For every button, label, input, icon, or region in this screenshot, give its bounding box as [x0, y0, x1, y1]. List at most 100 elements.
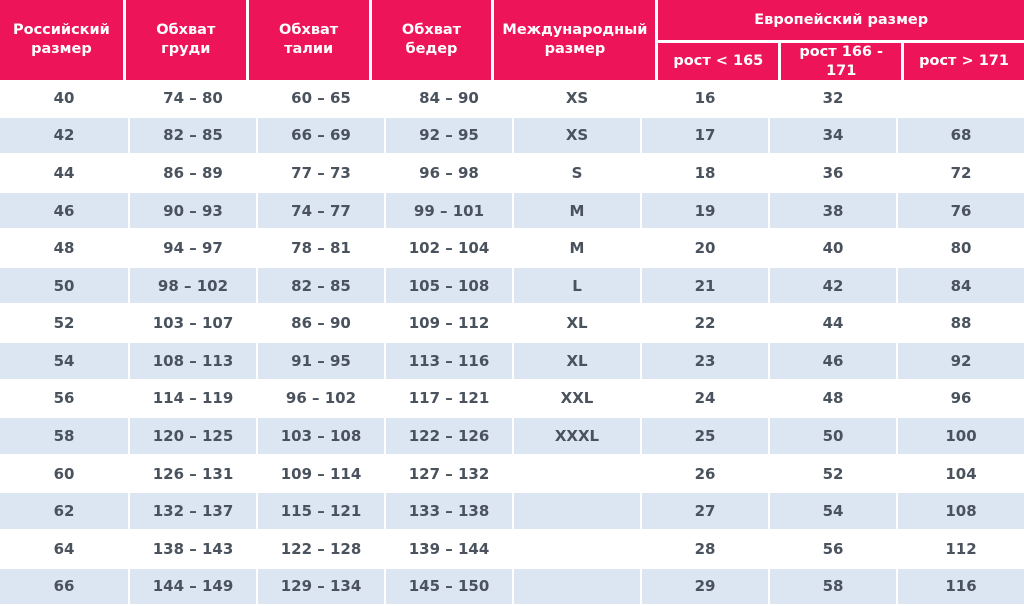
table-cell: 99 – 101 [384, 192, 512, 229]
table-cell: L [512, 267, 640, 304]
table-cell: 86 – 90 [256, 305, 384, 342]
table-cell: 126 – 131 [128, 455, 256, 492]
table-cell: 127 – 132 [384, 455, 512, 492]
table-cell: 77 – 73 [256, 155, 384, 191]
table-cell: 22 [640, 305, 768, 342]
table-cell: 132 – 137 [128, 493, 256, 529]
table-cell: 56 [768, 530, 896, 567]
header-height-gt-171: рост > 171 [901, 40, 1024, 80]
table-cell: 78 – 81 [256, 230, 384, 266]
table-cell: 92 – 95 [384, 117, 512, 154]
table-cell: 82 – 85 [128, 117, 256, 154]
table-cell: 72 [896, 155, 1024, 191]
table-cell: 52 [768, 455, 896, 492]
table-cell: 21 [640, 267, 768, 304]
table-cell: XS [512, 117, 640, 154]
table-cell: 96 – 102 [256, 380, 384, 417]
header-hips: Обхват бедер [368, 0, 492, 80]
table-cell [512, 455, 640, 492]
table-cell: 42 [53, 126, 75, 145]
table-cell: 103 – 107 [128, 305, 256, 342]
table-cell: 108 [896, 493, 1024, 529]
header-international-size: Международный размер [491, 0, 655, 80]
table-cell: 105 – 108 [384, 267, 512, 304]
table-cell: 96 [896, 380, 1024, 417]
table-cell: 113 – 116 [384, 343, 512, 379]
table-cell: 56 [53, 389, 75, 408]
header-european-size: Европейский размер [655, 0, 1024, 40]
table-cell [512, 568, 640, 605]
table-cell: 46 [53, 201, 75, 220]
table-cell: 138 – 143 [128, 530, 256, 567]
table-cell: 129 – 134 [256, 568, 384, 605]
table-cell: 76 [896, 192, 1024, 229]
table-cell: 44 [768, 305, 896, 342]
table-cell: 32 [768, 80, 896, 116]
table-cell: 133 – 138 [384, 493, 512, 529]
table-cell: XS [512, 80, 640, 116]
table-cell: 109 – 112 [384, 305, 512, 342]
table-cell: 27 [640, 493, 768, 529]
table-cell: 18 [640, 155, 768, 191]
table-cell: 74 – 77 [256, 192, 384, 229]
table-cell: 60 – 65 [256, 80, 384, 116]
table-cell: 50 [53, 276, 75, 295]
table-cell: 58 [768, 568, 896, 605]
table-cell: 84 – 90 [384, 80, 512, 116]
table-row: 52 103 – 107 86 – 90 109 – 112 XL 22 44 88 [0, 305, 1024, 342]
table-cell: 116 [896, 568, 1024, 605]
table-cell: 40 [768, 230, 896, 266]
table-row: 46 90 – 93 74 – 77 99 – 101 M 19 38 76 [0, 190, 1024, 231]
table-cell: 66 – 69 [256, 117, 384, 154]
table-cell: 108 – 113 [128, 343, 256, 379]
table-cell: 74 – 80 [128, 80, 256, 116]
table-cell: 115 – 121 [256, 493, 384, 529]
table-cell: XXL [512, 380, 640, 417]
table-cell: 46 [768, 343, 896, 379]
table-cell: 103 – 108 [256, 418, 384, 454]
table-row: 60 126 – 131 109 – 114 127 – 132 26 52 104 [0, 455, 1024, 492]
table-cell: 114 – 119 [128, 380, 256, 417]
table-cell: 34 [768, 117, 896, 154]
table-cell: 44 [53, 163, 75, 182]
table-row: 66 144 – 149 129 – 134 145 – 150 29 58 116 [0, 566, 1024, 606]
table-cell: 36 [768, 155, 896, 191]
table-cell: 90 – 93 [128, 192, 256, 229]
table-cell: 26 [640, 455, 768, 492]
table-row: 42 82 – 85 66 – 69 92 – 95 XS 17 34 68 [0, 115, 1024, 156]
table-cell: 102 – 104 [384, 230, 512, 266]
table-cell: 16 [640, 80, 768, 116]
table-row: 40 74 – 80 60 – 65 84 – 90 XS 16 32 [0, 80, 1024, 116]
table-cell: 40 [53, 88, 75, 107]
table-cell: 58 [53, 426, 75, 445]
header-height-166-171: рост 166 - 171 [778, 40, 902, 80]
table-cell: 145 – 150 [384, 568, 512, 605]
table-cell: 54 [768, 493, 896, 529]
header-chest: Обхват груди [122, 0, 246, 80]
table-cell: 94 – 97 [128, 230, 256, 266]
table-row: 44 86 – 89 77 – 73 96 – 98 S 18 36 72 [0, 155, 1024, 191]
table-cell: 86 – 89 [128, 155, 256, 191]
table-cell: 91 – 95 [256, 343, 384, 379]
table-cell: 64 [53, 539, 75, 558]
table-cell: 19 [640, 192, 768, 229]
table-cell: 122 – 126 [384, 418, 512, 454]
table-cell: XXXL [512, 418, 640, 454]
table-cell: 66 [53, 577, 75, 596]
table-header: Российский размер Обхват груди Обхват та… [0, 0, 1024, 80]
table-row: 64 138 – 143 122 – 128 139 – 144 28 56 112 [0, 530, 1024, 567]
table-body: 40 74 – 80 60 – 65 84 – 90 XS 16 32 42 82 – 85 66… [0, 80, 1024, 606]
table-cell: 20 [640, 230, 768, 266]
table-cell: 52 [53, 314, 75, 333]
table-row: 62 132 – 137 115 – 121 133 – 138 27 54 108 [0, 491, 1024, 531]
table-cell: M [512, 230, 640, 266]
table-row: 50 98 – 102 82 – 85 105 – 108 L 21 42 84 [0, 265, 1024, 306]
table-cell: 42 [768, 267, 896, 304]
table-cell [512, 530, 640, 567]
table-cell: 84 [896, 267, 1024, 304]
table-cell: 96 – 98 [384, 155, 512, 191]
table-cell: 24 [640, 380, 768, 417]
table-cell: 48 [768, 380, 896, 417]
table-cell: 139 – 144 [384, 530, 512, 567]
